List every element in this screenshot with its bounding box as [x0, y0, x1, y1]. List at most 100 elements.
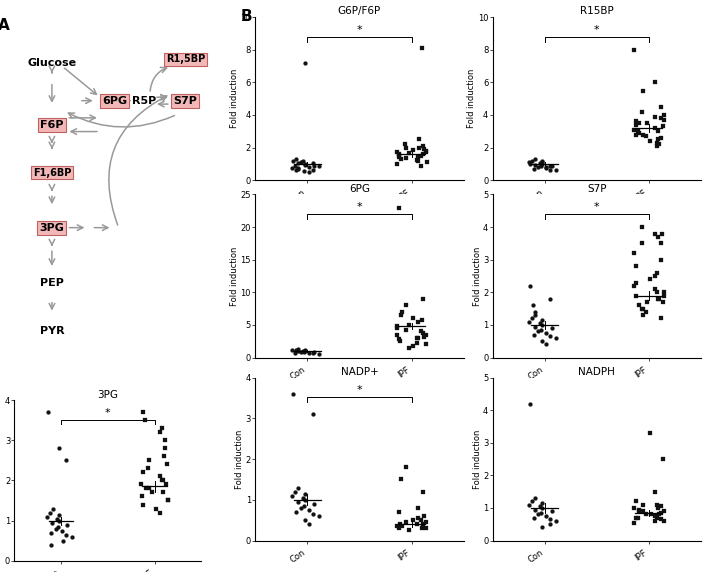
Point [649, 487, 661, 496]
Point [655, 502, 667, 511]
Point [156, 476, 168, 485]
Point [412, 339, 423, 348]
Point [530, 311, 541, 320]
Point [412, 155, 423, 164]
Point [534, 319, 546, 328]
Point [536, 336, 548, 345]
Point [418, 519, 429, 529]
Point [147, 488, 158, 497]
Point [656, 229, 667, 238]
Point [652, 126, 664, 136]
Point [287, 389, 298, 398]
Point [395, 336, 406, 345]
Point [137, 500, 149, 509]
Point [658, 110, 669, 120]
Point [303, 162, 314, 172]
Point [632, 126, 644, 136]
Point [633, 507, 645, 516]
Point [307, 166, 319, 175]
Point [395, 475, 407, 484]
Point [653, 135, 664, 144]
Point [526, 497, 538, 506]
Point [637, 223, 649, 232]
Point [156, 424, 168, 433]
Point [418, 511, 430, 521]
Point [393, 149, 405, 158]
Point [136, 492, 147, 501]
Point [655, 314, 667, 323]
Point [656, 133, 667, 142]
Point [545, 332, 557, 341]
Point [529, 307, 541, 316]
Point [51, 514, 63, 523]
Title: NADP+: NADP+ [341, 367, 378, 377]
Point [400, 518, 411, 527]
Point [528, 513, 539, 522]
Y-axis label: Fold induction: Fold induction [235, 430, 244, 488]
Point [412, 317, 423, 326]
Point [418, 328, 429, 337]
Point [644, 137, 656, 146]
Point [298, 347, 310, 356]
Text: 3PG: 3PG [40, 223, 64, 233]
Point [138, 408, 150, 417]
Point [44, 508, 55, 517]
Point [641, 307, 652, 316]
Point [403, 149, 415, 158]
Point [659, 291, 670, 300]
Point [391, 324, 403, 333]
Point [633, 128, 644, 137]
Point [162, 496, 173, 505]
Point [637, 86, 649, 95]
Point [408, 314, 419, 323]
Point [289, 161, 301, 170]
Point [544, 161, 556, 170]
Point [45, 540, 57, 549]
Point [651, 138, 662, 147]
Point [523, 317, 535, 326]
Point [57, 536, 68, 545]
Point [655, 114, 667, 123]
Point [293, 483, 304, 492]
Point [652, 232, 664, 241]
Point [416, 151, 427, 160]
Point [411, 333, 423, 343]
Point [150, 504, 161, 513]
Point [658, 288, 669, 297]
Point [293, 344, 304, 353]
Point [657, 122, 669, 131]
Point [415, 161, 426, 170]
Point [644, 428, 656, 438]
Point [303, 506, 314, 515]
Point [391, 522, 403, 531]
Point [47, 504, 58, 513]
Point [308, 510, 319, 519]
Point [631, 261, 642, 271]
Point [637, 507, 649, 516]
Point [536, 523, 548, 532]
Point [135, 480, 147, 489]
Point [391, 159, 403, 168]
Point [299, 495, 311, 505]
Text: PYR: PYR [40, 325, 64, 336]
Point [653, 503, 664, 513]
Point [636, 304, 648, 313]
Point [524, 399, 536, 408]
Point [421, 524, 432, 533]
Point [412, 152, 423, 161]
Point [534, 502, 546, 511]
Point [403, 343, 415, 352]
Point [536, 162, 547, 171]
Point [636, 107, 648, 116]
Point [399, 140, 411, 149]
Title: S7P: S7P [587, 184, 607, 194]
Point [162, 460, 173, 469]
Y-axis label: Fold induction: Fold induction [467, 69, 477, 128]
Point [637, 130, 649, 139]
Point [540, 164, 551, 173]
Point [651, 268, 662, 277]
Point [391, 330, 403, 339]
Point [645, 510, 656, 519]
Point [292, 158, 303, 168]
Point [637, 311, 649, 320]
